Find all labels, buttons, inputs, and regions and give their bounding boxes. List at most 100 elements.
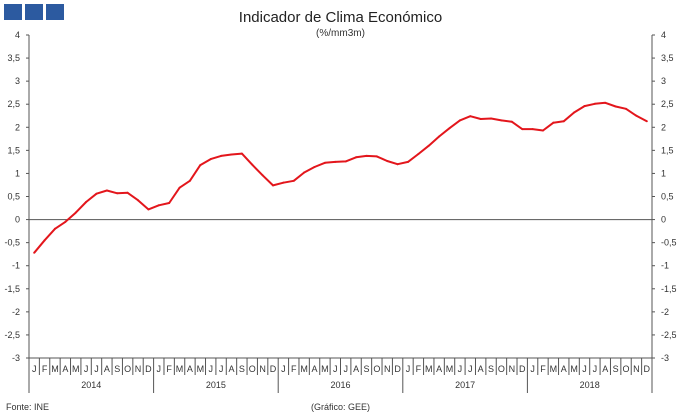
y-tick-label-left: -2 xyxy=(12,307,20,317)
x-month-label: M xyxy=(550,364,558,374)
x-month-label: D xyxy=(145,364,152,374)
x-month-label: J xyxy=(458,364,463,374)
x-month-label: O xyxy=(249,364,256,374)
data-point xyxy=(74,211,77,214)
data-point xyxy=(282,181,285,184)
y-tick-label-right: 2 xyxy=(661,122,666,132)
x-month-label: F xyxy=(42,364,48,374)
x-month-label: D xyxy=(519,364,526,374)
x-month-label: S xyxy=(363,364,369,374)
data-point xyxy=(64,220,67,223)
data-point xyxy=(573,111,576,114)
data-point xyxy=(53,227,56,230)
data-point xyxy=(43,239,46,242)
y-tick-label-left: 0,5 xyxy=(7,192,20,202)
y-tick-label-right: 0 xyxy=(661,215,666,225)
x-year-label: 2017 xyxy=(455,380,475,390)
data-point xyxy=(531,128,534,131)
x-year-label: 2014 xyxy=(81,380,101,390)
x-month-label: J xyxy=(208,364,213,374)
y-tick-label-left: -3 xyxy=(12,353,20,363)
data-point xyxy=(303,171,306,174)
y-tick-label-right: 3,5 xyxy=(661,53,674,63)
x-month-label: A xyxy=(353,364,359,374)
y-tick-label-right: 2,5 xyxy=(661,99,674,109)
series-line xyxy=(33,101,648,254)
y-tick-label-right: 1,5 xyxy=(661,145,674,155)
x-month-label: N xyxy=(384,364,391,374)
logo-block xyxy=(25,4,43,20)
y-tick-label-right: 1 xyxy=(661,168,666,178)
x-year-label: 2016 xyxy=(330,380,350,390)
x-month-label: J xyxy=(406,364,411,374)
data-point xyxy=(645,120,648,123)
x-month-label: D xyxy=(394,364,401,374)
x-month-label: A xyxy=(561,364,567,374)
data-point xyxy=(396,163,399,166)
x-month-label: A xyxy=(602,364,608,374)
data-point xyxy=(365,154,368,157)
x-month-label: J xyxy=(281,364,286,374)
data-point xyxy=(479,117,482,120)
data-point xyxy=(625,107,628,110)
data-point xyxy=(168,201,171,204)
data-point xyxy=(593,102,596,105)
data-point xyxy=(240,152,243,155)
x-month-label: J xyxy=(530,364,535,374)
x-month-label: D xyxy=(644,364,651,374)
data-point xyxy=(33,251,36,254)
logo-block xyxy=(46,4,64,20)
y-tick-label-left: 0 xyxy=(15,215,20,225)
data-point xyxy=(438,135,441,138)
y-tick-label-right: -2,5 xyxy=(661,330,677,340)
data-point xyxy=(178,186,181,189)
x-month-label: A xyxy=(104,364,110,374)
x-month-label: J xyxy=(343,364,348,374)
data-point xyxy=(490,117,493,120)
x-month-label: S xyxy=(239,364,245,374)
x-month-label: M xyxy=(570,364,578,374)
data-point xyxy=(220,154,223,157)
x-month-label: S xyxy=(488,364,494,374)
source-note: Fonte: INE xyxy=(6,402,50,412)
x-month-label: M xyxy=(300,364,308,374)
data-point xyxy=(105,189,108,192)
y-tick-label-left: -2,5 xyxy=(4,330,20,340)
y-tick-label-left: -1 xyxy=(12,261,20,271)
data-point xyxy=(147,208,150,211)
y-tick-label-right: -0,5 xyxy=(661,238,677,248)
x-month-label: F xyxy=(416,364,422,374)
x-month-label: J xyxy=(582,364,587,374)
chart-unit: (%/mm3m) xyxy=(316,28,365,39)
y-tick-label-right: 4 xyxy=(661,30,666,40)
x-month-label: M xyxy=(51,364,59,374)
data-point xyxy=(521,128,524,131)
data-point xyxy=(85,201,88,204)
y-tick-label-left: 3 xyxy=(15,76,20,86)
data-point xyxy=(427,144,430,147)
x-month-label: A xyxy=(187,364,193,374)
x-month-label: J xyxy=(593,364,598,374)
y-tick-label-right: 3 xyxy=(661,76,666,86)
data-point xyxy=(292,179,295,182)
data-point xyxy=(261,174,264,177)
data-point xyxy=(635,114,638,117)
data-point xyxy=(510,120,513,123)
x-month-label: N xyxy=(259,364,266,374)
x-month-label: O xyxy=(124,364,131,374)
data-point xyxy=(126,191,129,194)
data-point xyxy=(375,155,378,158)
data-point xyxy=(417,153,420,156)
x-month-label: M xyxy=(72,364,80,374)
x-month-label: N xyxy=(135,364,142,374)
data-point xyxy=(116,192,119,195)
data-point xyxy=(552,121,555,124)
x-month-label: A xyxy=(436,364,442,374)
x-month-label: M xyxy=(425,364,433,374)
x-month-label: N xyxy=(633,364,640,374)
chart-credit: (Gráfico: GEE) xyxy=(310,402,370,412)
data-point xyxy=(251,163,254,166)
data-point xyxy=(562,120,565,123)
data-point xyxy=(469,115,472,118)
x-month-label: O xyxy=(623,364,630,374)
